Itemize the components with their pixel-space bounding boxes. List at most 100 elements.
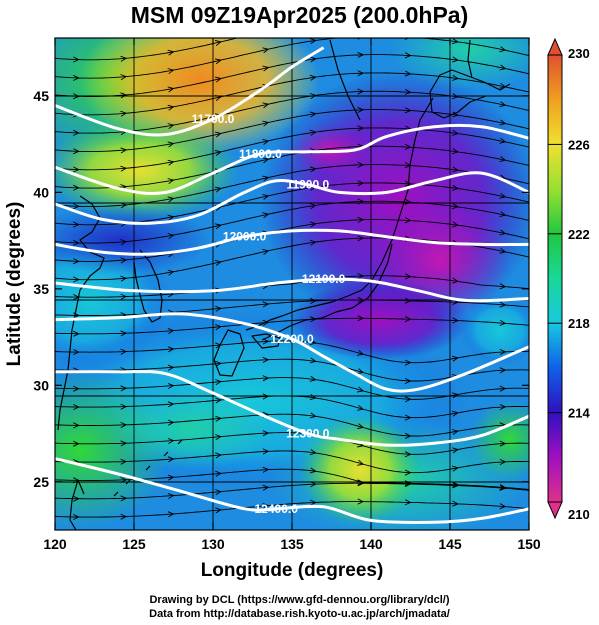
wind-arrow xyxy=(215,415,222,422)
japan-hokkaido-coast xyxy=(429,69,511,119)
wind-arrow xyxy=(262,47,270,54)
wind-arrow xyxy=(215,342,222,349)
sakhalin-coast xyxy=(467,39,473,79)
wind-arrow xyxy=(452,20,458,25)
wind-arrow xyxy=(404,198,412,205)
wind-arrow xyxy=(499,137,507,144)
wind-arrow xyxy=(499,119,507,126)
wind-arrow xyxy=(451,410,459,417)
wind-arrow xyxy=(404,480,412,488)
wind-arrow xyxy=(73,385,80,392)
wind-arrow xyxy=(452,500,459,507)
wind-arrow xyxy=(404,451,412,458)
contour-label: 11700.0 xyxy=(192,112,235,126)
y-tick-label: 35 xyxy=(33,281,49,297)
wind-arrow xyxy=(309,339,317,346)
height-contour xyxy=(55,171,529,225)
wind-arrow xyxy=(120,421,128,429)
wind-arrow xyxy=(262,138,270,145)
wind-arrow xyxy=(167,49,175,56)
streamline xyxy=(55,127,529,171)
wind-arrow xyxy=(73,74,80,81)
wind-arrow xyxy=(214,259,222,266)
wind-arrow xyxy=(262,448,270,455)
y-tick-label: 45 xyxy=(33,88,49,104)
wind-arrow xyxy=(499,64,507,71)
wind-arrow xyxy=(499,367,507,374)
map-title: MSM 09Z19Apr2025 (200.0hPa) xyxy=(130,2,469,28)
wind-arrow xyxy=(404,432,412,440)
wind-arrow xyxy=(214,95,222,101)
wind-arrow xyxy=(73,348,80,356)
wind-arrow xyxy=(167,364,175,371)
wind-arrow xyxy=(215,470,222,477)
wind-arrow xyxy=(262,248,270,255)
wind-arrow xyxy=(405,16,411,21)
wind-arrow xyxy=(262,430,270,437)
wind-arrow xyxy=(357,70,365,77)
wind-arrow xyxy=(262,157,270,164)
wind-arrow xyxy=(167,123,175,130)
contour-label: 11800.0 xyxy=(239,147,282,161)
wind-arrow xyxy=(404,70,412,77)
wind-arrow xyxy=(120,55,128,62)
japan-honshu-coast-south xyxy=(261,243,393,341)
wind-arrow xyxy=(215,324,222,331)
wind-arrow xyxy=(73,258,80,265)
wind-arrow xyxy=(500,28,506,33)
wind-arrow xyxy=(73,129,80,136)
wind-arrow xyxy=(357,216,365,223)
wind-arrow xyxy=(167,196,175,203)
wind-arrow xyxy=(262,120,270,127)
wind-arrow xyxy=(452,56,459,63)
wind-arrow xyxy=(214,186,222,193)
wind-arrow xyxy=(499,283,507,290)
wind-arrow xyxy=(357,349,365,356)
streamline xyxy=(55,432,529,455)
wind-arrow xyxy=(499,301,507,308)
wind-arrow xyxy=(120,403,128,410)
wind-arrow xyxy=(167,511,175,518)
wind-arrow xyxy=(499,211,507,218)
wind-arrow xyxy=(214,58,222,65)
colorbar-label: 218 xyxy=(568,316,590,331)
wind-arrow xyxy=(357,125,365,132)
japan-shikoku-coast xyxy=(251,333,281,349)
wind-arrow xyxy=(499,46,507,53)
taiwan-coast xyxy=(69,479,85,530)
wind-arrow xyxy=(451,465,459,472)
wind-arrow xyxy=(309,38,317,45)
wind-arrow xyxy=(167,269,175,276)
wind-arrow xyxy=(357,106,365,113)
wind-arrow xyxy=(73,184,80,191)
wind-arrow xyxy=(262,484,270,491)
x-tick-label: 135 xyxy=(280,536,304,552)
wind-arrow xyxy=(309,394,317,401)
wind-arrow xyxy=(167,419,175,426)
y-tick-label: 30 xyxy=(33,377,49,393)
streamline xyxy=(55,340,529,364)
x-tick-label: 140 xyxy=(359,536,383,552)
wind-arrow xyxy=(73,221,80,228)
wind-arrow xyxy=(73,440,80,447)
wind-arrow xyxy=(120,110,128,117)
wind-arrow xyxy=(499,503,507,510)
wind-arrow xyxy=(120,458,128,465)
streamline xyxy=(55,275,529,298)
wind-arrow xyxy=(404,414,412,421)
wind-arrow xyxy=(120,440,128,447)
wind-arrow xyxy=(167,86,175,93)
temperature-colorbar: 230 226 222 218 214 210 xyxy=(547,37,590,522)
wind-arrow xyxy=(357,404,365,411)
wind-arrow xyxy=(309,375,317,382)
streamline xyxy=(55,90,529,134)
wind-arrow xyxy=(120,513,128,520)
wind-arrow xyxy=(357,161,365,168)
wind-arrow xyxy=(310,499,317,506)
wind-arrow xyxy=(73,166,80,173)
wind-arrow xyxy=(120,239,128,246)
wind-arrow xyxy=(357,386,365,393)
wind-arrow xyxy=(310,20,316,25)
wind-arrow xyxy=(451,355,459,362)
